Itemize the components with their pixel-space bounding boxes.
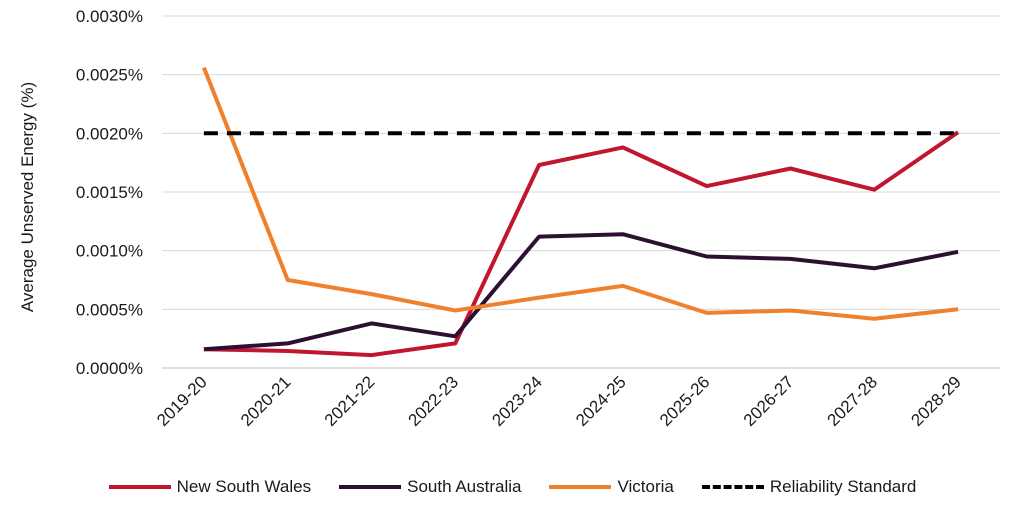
y-tick-label: 0.0000%	[76, 359, 143, 378]
line-chart: 0.0000% 0.0005% 0.0010% 0.0015% 0.0020% 0.002…	[18, 7, 1000, 430]
series-line-south-australia	[203, 232, 959, 352]
x-tick-label: 2027-28	[824, 372, 882, 430]
x-axis-ticks: 2019-20 2020-21 2021-22 2022-23 2023-24 2024-…	[153, 372, 965, 430]
x-tick-label: 2019-20	[153, 372, 211, 430]
legend-swatch	[108, 485, 171, 489]
legend-swatch	[339, 485, 402, 489]
series-line-new-south-wales	[203, 130, 960, 358]
y-tick-label: 0.0025%	[76, 66, 143, 85]
legend-item: Reliability Standard	[701, 477, 917, 497]
x-tick-label: 2021-22	[321, 372, 379, 430]
x-tick-label: 2024-25	[572, 372, 630, 430]
y-tick-label: 0.0005%	[76, 300, 143, 319]
x-tick-label: 2022-23	[405, 372, 463, 430]
y-tick-label: 0.0020%	[76, 124, 143, 143]
legend-label: New South Wales	[176, 477, 312, 496]
series-lines	[202, 66, 960, 358]
x-tick-label: 2025-26	[656, 372, 714, 430]
legend-item: South Australia	[339, 477, 521, 497]
x-tick-label: 2020-21	[237, 372, 295, 430]
x-tick-label: 2028-29	[907, 372, 965, 430]
legend: New South Wales South Australia Victoria Re…	[0, 472, 1025, 502]
legend-swatch	[701, 485, 764, 489]
y-tick-label: 0.0030%	[76, 7, 143, 26]
y-axis-ticks: 0.0000% 0.0005% 0.0010% 0.0015% 0.0020% 0.002…	[76, 7, 143, 378]
legend-item: New South Wales	[108, 477, 312, 497]
series-line-victoria	[202, 66, 959, 321]
x-tick-label: 2023-24	[488, 372, 546, 430]
legend-item: Victoria	[549, 477, 674, 497]
legend-label: Victoria	[617, 477, 674, 496]
legend-swatch	[549, 485, 612, 489]
x-tick-label: 2026-27	[740, 372, 798, 430]
legend-label: Reliability Standard	[769, 477, 917, 496]
y-axis-title: Average Unserved Energy (%)	[18, 82, 37, 312]
legend-label: South Australia	[407, 477, 522, 496]
y-tick-label: 0.0010%	[76, 242, 143, 261]
gridlines	[162, 15, 1000, 369]
y-tick-label: 0.0015%	[76, 183, 143, 202]
